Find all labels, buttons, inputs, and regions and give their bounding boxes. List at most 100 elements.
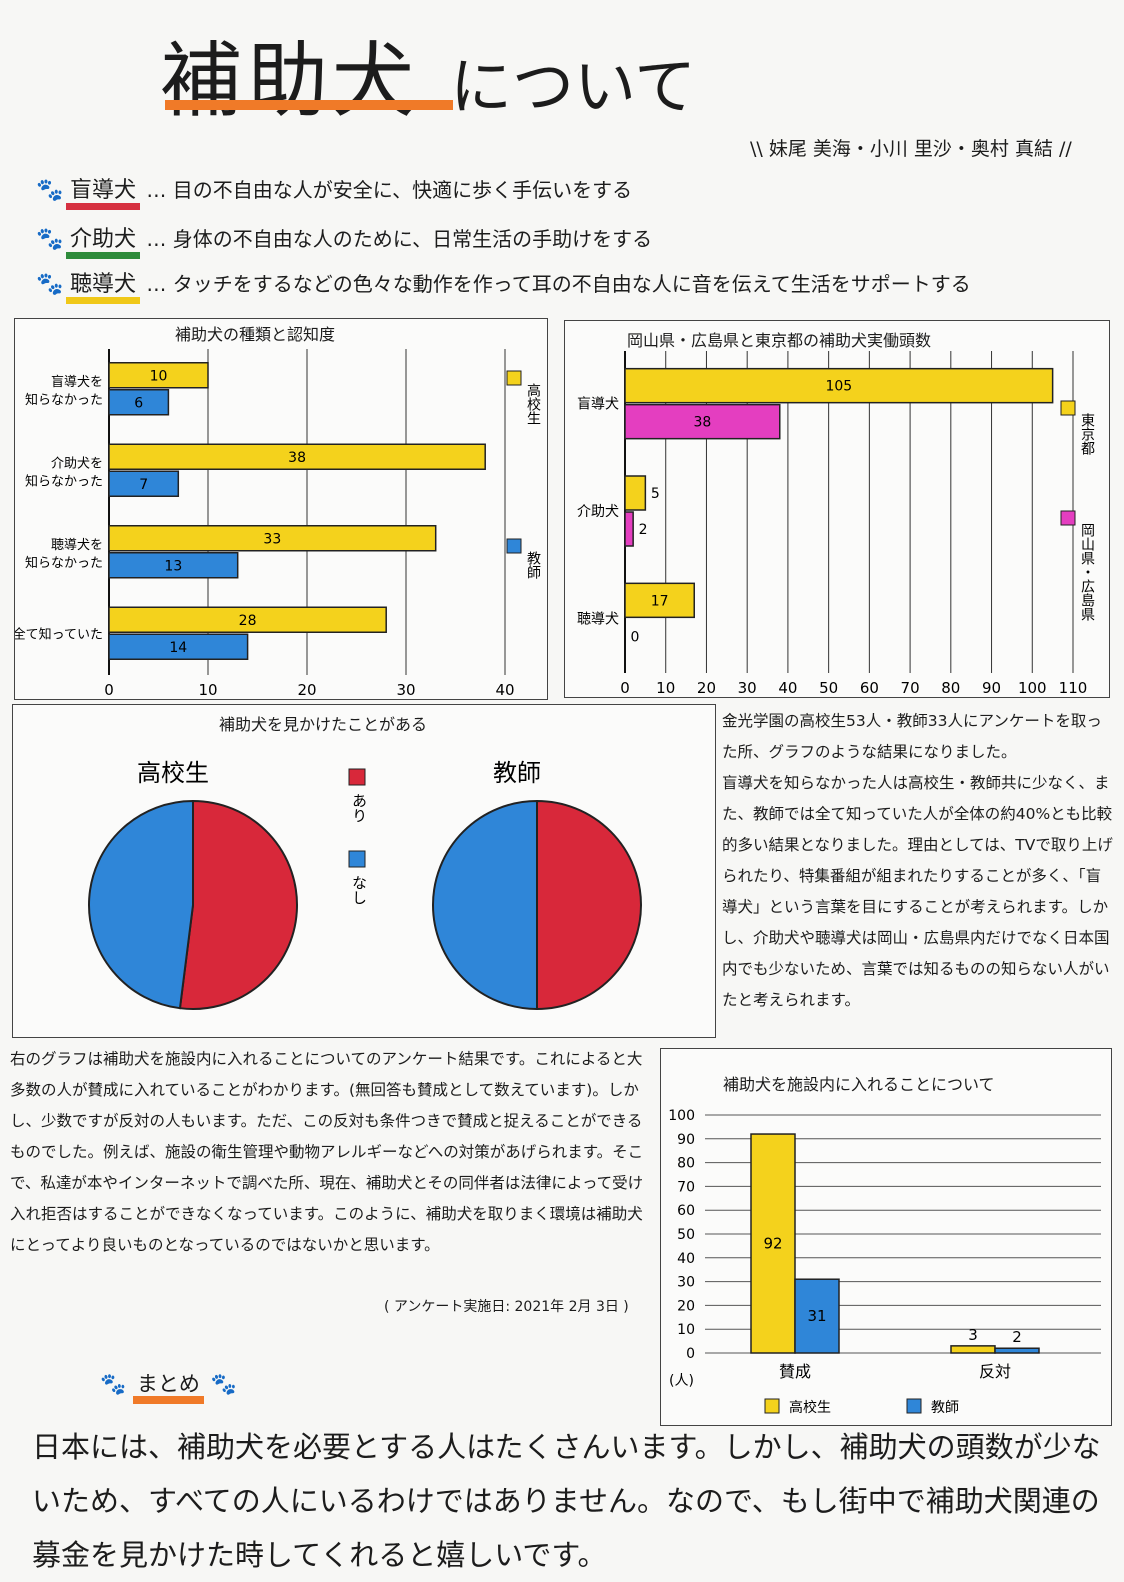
x-tick-label: 0 — [620, 679, 630, 697]
bar — [994, 1347, 1040, 1354]
x-tick-label: 70 — [901, 679, 920, 697]
legend-label: 高校生 — [525, 382, 541, 425]
chart-seen-dogs: 補助犬を見かけたことがある 高校生 教師 あり なし — [12, 704, 716, 1038]
legend-label: なし — [350, 875, 368, 905]
x-tick-label: 40 — [495, 681, 514, 699]
term-label: 盲導犬 — [66, 179, 141, 210]
title-underline — [165, 100, 453, 110]
bar — [108, 606, 387, 633]
legend-label: 高校生 — [789, 1399, 831, 1416]
working-dogs-bar-chart: 0 10 20 30 40 50 60 70 80 90 100 110 盲導犬 105 38 介助犬 5 2 聴導… — [577, 351, 1095, 697]
pie-title: 教師 — [493, 759, 541, 787]
summary-heading: 🐾 まとめ 🐾 — [100, 1368, 237, 1404]
bar — [624, 511, 634, 547]
y-tick-label: 90 — [677, 1132, 695, 1148]
pie-slice — [178, 799, 298, 1010]
survey-date: ( アンケート実施日: 2021年 2月 3日 ) — [384, 1299, 629, 1315]
data-label: 2 — [1012, 1328, 1022, 1346]
x-tick-label: 40 — [778, 679, 797, 697]
bar — [794, 1278, 840, 1354]
y-tick-label: 80 — [677, 1156, 695, 1172]
data-label: 10 — [150, 368, 168, 384]
data-label: 38 — [288, 450, 306, 466]
category-label: 介助犬 — [577, 504, 619, 520]
facility-bar-chart: 0 10 20 30 40 50 60 70 80 90 100 (人) 賛成 92 31 反対3 2 高校生 教師 — [668, 1108, 1101, 1416]
awareness-bar-chart: 0 10 20 30 40 盲導犬を知らなかった 10 6 介助犬を知らなかった 38 7 聴導犬を知… — [15, 349, 541, 699]
data-label: 92 — [763, 1235, 782, 1253]
summary-text: 日本には、補助犬を必要とする人はたくさんいます。しかし、補助犬の頭数が少ないため… — [32, 1430, 1101, 1572]
chart-awareness: 補助犬の種類と認知度 0 10 20 30 40 盲導犬を知らなかった 10 6 介助犬を知らな… — [14, 318, 548, 700]
y-tick-label: 0 — [686, 1346, 695, 1362]
term-label: 聴導犬 — [66, 273, 141, 304]
pie-title: 高校生 — [137, 759, 209, 787]
chart-working-dogs: 岡山県・広島県と東京都の補助犬実働頭数 0 10 20 30 40 50 60 70 80 90 1… — [564, 320, 1110, 698]
data-label: 3 — [968, 1326, 978, 1344]
bar — [108, 525, 437, 552]
x-tick-label: 20 — [297, 681, 316, 699]
x-tick-label: 30 — [396, 681, 415, 699]
data-label: 0 — [631, 629, 640, 645]
legend-swatch — [506, 538, 522, 554]
data-label: 5 — [651, 486, 660, 502]
y-tick-label: 20 — [677, 1298, 695, 1314]
data-label: 38 — [693, 415, 711, 431]
bar — [108, 443, 486, 470]
bar — [108, 362, 209, 389]
definition-service-dog: 🐾 介助犬 … 身体の不自由な人のために、日常生活の手助けをする — [36, 223, 1096, 259]
category-label: 反対 — [979, 1362, 1011, 1381]
category-label: 聴導犬を知らなかった — [25, 538, 103, 571]
bar — [108, 389, 170, 416]
summary-heading-label: まとめ — [132, 1372, 204, 1404]
y-tick-label: 70 — [677, 1179, 695, 1195]
pie-slice — [432, 799, 538, 1011]
x-tick-label: 50 — [819, 679, 838, 697]
x-tick-label: 10 — [656, 679, 675, 697]
legend-swatch — [1060, 510, 1076, 526]
x-tick-label: 80 — [941, 679, 960, 697]
definition-hearing-dog: 🐾 聴導犬 … タッチをするなどの色々な動作を作って耳の不自由な人に音を伝えて生活… — [36, 268, 1096, 304]
pie-slice — [88, 799, 194, 1010]
bar — [950, 1345, 996, 1354]
paw-print-icon: 🐾 — [36, 178, 64, 203]
y-tick-label: 30 — [677, 1275, 695, 1291]
pie-slice — [536, 799, 642, 1011]
paw-print-icon: 🐾 — [100, 1372, 127, 1396]
bar — [108, 633, 249, 660]
x-tick-label: 90 — [982, 679, 1001, 697]
data-label: 6 — [134, 395, 143, 411]
x-tick-label: 10 — [198, 681, 217, 699]
term-description: … 身体の不自由な人のために、日常生活の手助けをする — [146, 227, 653, 251]
legend-swatch — [764, 1398, 780, 1414]
paw-print-icon: 🐾 — [36, 227, 64, 252]
facility-text: 右のグラフは補助犬を施設内に入れることについてのアンケート結果です。これによると… — [10, 1044, 652, 1261]
bar — [750, 1133, 796, 1354]
bar — [108, 552, 239, 579]
paw-print-icon: 🐾 — [210, 1372, 237, 1396]
category-label: 介助犬を知らなかった — [25, 456, 103, 489]
findings-text: 金光学園の高校生53人・教師33人にアンケートを取った所、グラフのような結果にな… — [722, 706, 1114, 1016]
x-tick-label: 110 — [1059, 679, 1088, 697]
x-tick-label: 60 — [860, 679, 879, 697]
chart-facility: 補助犬を施設内に入れることについて 0 10 20 30 40 50 60 70 80 90 100… — [660, 1048, 1112, 1426]
legend-label: 教師 — [931, 1400, 959, 1416]
data-label: 14 — [169, 640, 187, 656]
legend-swatch — [348, 768, 366, 786]
term-label: 介助犬 — [66, 228, 141, 259]
category-label: 聴導犬 — [577, 611, 619, 627]
data-label: 7 — [139, 477, 148, 493]
term-description: … タッチをするなどの色々な動作を作って耳の不自由な人に音を伝えて生活をサポート… — [146, 272, 971, 296]
x-tick-label: 30 — [738, 679, 757, 697]
paw-print-icon: 🐾 — [36, 272, 64, 297]
legend-swatch — [348, 850, 366, 868]
bar — [624, 582, 695, 619]
y-tick-label: 40 — [677, 1251, 695, 1267]
legend-label: あり — [350, 793, 368, 823]
x-tick-label: 100 — [1018, 679, 1047, 697]
bar — [624, 367, 1054, 404]
poster-title-suffix: について — [450, 50, 697, 123]
data-label: 2 — [639, 522, 648, 538]
legend-swatch — [1060, 400, 1076, 416]
legend-label: 東京都 — [1079, 413, 1095, 455]
legend-label: 教師 — [525, 551, 541, 579]
